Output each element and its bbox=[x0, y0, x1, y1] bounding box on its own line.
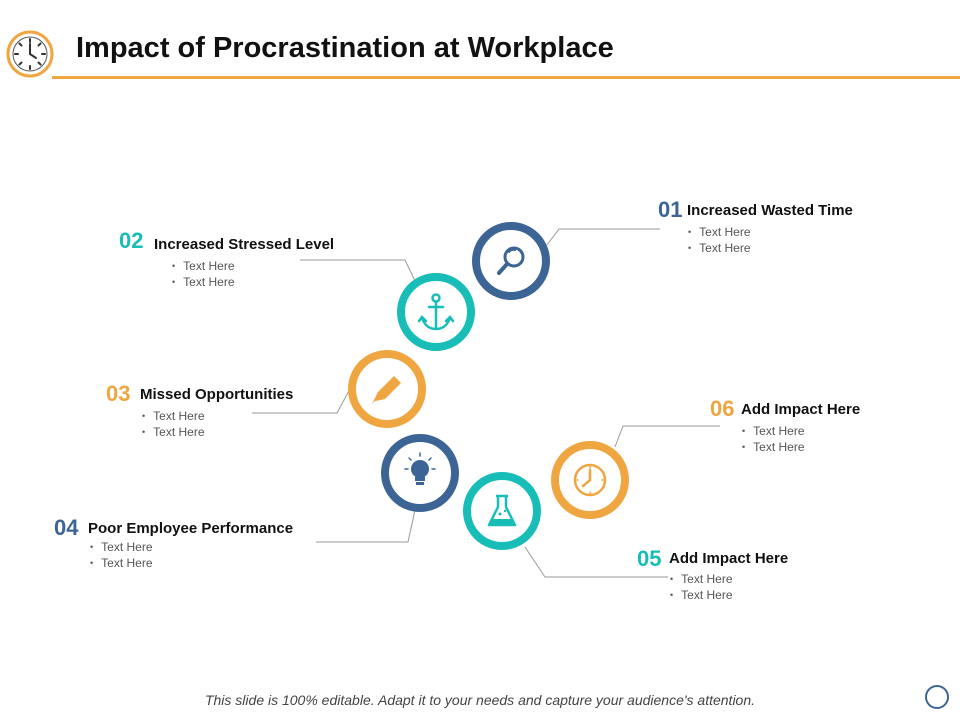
pencil-icon bbox=[372, 376, 401, 404]
item-01-heading: Increased Wasted Time bbox=[687, 202, 853, 219]
connector-06 bbox=[614, 425, 720, 448]
item-04-bullets: Text Here Text Here bbox=[90, 539, 152, 571]
item-06-bullets: Text Here Text Here bbox=[742, 423, 804, 455]
bullet-item: Text Here bbox=[670, 587, 732, 603]
item-02-heading: Increased Stressed Level bbox=[154, 236, 335, 253]
bullet-item: Text Here bbox=[688, 240, 750, 256]
item-05-heading: Add Impact Here bbox=[669, 550, 789, 567]
slide-footer: This slide is 100% editable. Adapt it to… bbox=[204, 692, 756, 708]
bullet-item: Text Here bbox=[142, 408, 204, 424]
connector-04 bbox=[316, 509, 416, 543]
item-02-bullets: Text Here Text Here bbox=[172, 258, 234, 290]
bullet-item: Text Here bbox=[688, 224, 750, 240]
item-02-number: 02 bbox=[119, 228, 144, 253]
connector-02 bbox=[300, 259, 417, 284]
item-05-bullets: Text Here Text Here bbox=[670, 571, 732, 603]
lightbulb-icon bbox=[404, 452, 436, 485]
item-04-heading: Poor Employee Performance bbox=[88, 520, 294, 537]
flask-icon bbox=[487, 494, 517, 527]
slide-title: Impact of Procrastination at Workplace bbox=[76, 32, 614, 64]
item-01-bullets: Text Here Text Here bbox=[688, 224, 750, 256]
item-05-number: 05 bbox=[637, 546, 662, 571]
item-01-number: 01 bbox=[658, 197, 683, 222]
connector-03 bbox=[252, 384, 353, 414]
anchor-icon bbox=[417, 293, 455, 331]
clock-icon bbox=[573, 463, 607, 497]
bullet-item: Text Here bbox=[742, 423, 804, 439]
title-underline bbox=[52, 76, 960, 79]
item-04-ring bbox=[381, 434, 459, 512]
item-03-heading: Missed Opportunities bbox=[140, 386, 294, 403]
item-02-ring bbox=[397, 273, 475, 351]
bullet-item: Text Here bbox=[172, 274, 234, 290]
bullet-item: Text Here bbox=[172, 258, 234, 274]
corner-circle-icon bbox=[925, 685, 949, 709]
magnifier-icon bbox=[497, 246, 525, 275]
item-06-heading: Add Impact Here bbox=[741, 401, 861, 418]
item-03-ring bbox=[348, 350, 426, 428]
item-06-ring bbox=[551, 441, 629, 519]
connector-01 bbox=[546, 228, 660, 246]
item-03-number: 03 bbox=[106, 381, 131, 406]
bullet-item: Text Here bbox=[742, 439, 804, 455]
item-04-number: 04 bbox=[54, 515, 79, 540]
title-clock-icon bbox=[6, 30, 54, 78]
bullet-item: Text Here bbox=[142, 424, 204, 440]
bullet-item: Text Here bbox=[670, 571, 732, 587]
connector-05 bbox=[524, 546, 668, 578]
bullet-item: Text Here bbox=[90, 555, 152, 571]
item-03-bullets: Text Here Text Here bbox=[142, 408, 204, 440]
item-05-ring bbox=[463, 472, 541, 550]
item-01-ring bbox=[472, 222, 550, 300]
bullet-item: Text Here bbox=[90, 539, 152, 555]
item-06-number: 06 bbox=[710, 396, 735, 421]
